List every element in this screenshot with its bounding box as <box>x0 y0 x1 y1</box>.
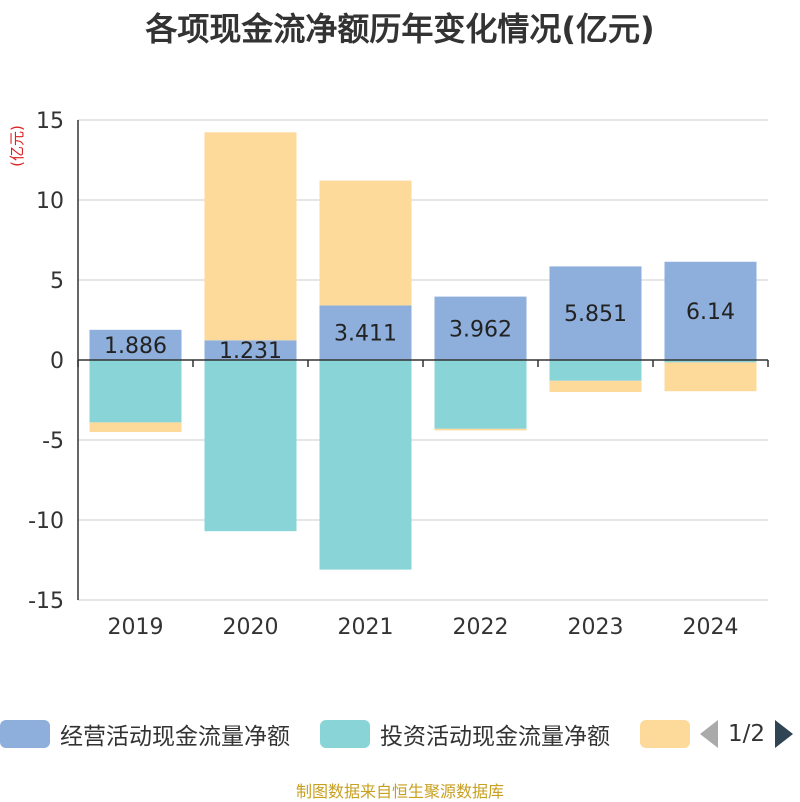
bar-operating-2023 <box>549 266 642 360</box>
bar-operating-2024 <box>664 261 757 360</box>
legend-label-investing: 投资活动现金流量净额 <box>380 724 610 750</box>
legend-pager: 1/2 <box>700 716 794 752</box>
bar-investing-2020 <box>204 360 297 532</box>
bar-financing-2020 <box>204 132 297 341</box>
y-tick-label: 15 <box>36 109 64 134</box>
legend-prev-page-icon[interactable] <box>700 720 718 748</box>
legend-label-operating: 经营活动现金流量净额 <box>60 724 290 750</box>
bar-investing-2021 <box>319 360 412 570</box>
bar-operating-2020 <box>204 340 297 360</box>
y-tick-label: 10 <box>36 189 64 214</box>
bar-operating-2022 <box>434 296 527 360</box>
data-label-2023: 5.851 <box>564 302 627 327</box>
bar-financing-2022 <box>434 428 527 431</box>
data-label-2019: 1.886 <box>104 334 167 359</box>
legend-swatch-operating <box>0 720 50 748</box>
bar-chart: 15 10 5 0 -5 -10 -15 (亿元) 1.886 1.231 3.411 3.962 5.… <box>8 109 769 640</box>
source-note: 制图数据来自恒生聚源数据库 <box>295 782 504 801</box>
chart-title: 各项现金流净额历年变化情况(亿元) <box>145 10 655 48</box>
data-label-2024: 6.14 <box>686 300 735 325</box>
legend-item-investing[interactable]: 投资活动现金流量净额 <box>320 716 610 752</box>
y-tick-label: -10 <box>28 509 64 534</box>
y-tick-label: 5 <box>50 269 64 294</box>
x-tick-label-2020: 2020 <box>223 615 279 640</box>
bar-financing-2019 <box>89 422 182 432</box>
legend: 经营活动现金流量净额 投资活动现金流量净额 1/2 <box>0 716 800 752</box>
y-tick-label: -15 <box>28 589 64 614</box>
legend-swatch-financing <box>640 720 690 748</box>
bar-investing-2023 <box>549 360 642 381</box>
legend-item-operating[interactable]: 经营活动现金流量净额 <box>0 716 290 752</box>
legend-next-page-icon[interactable] <box>775 720 794 748</box>
bar-financing-2023 <box>549 380 642 392</box>
legend-swatch-investing <box>320 720 370 748</box>
x-tick-label-2023: 2023 <box>568 615 624 640</box>
x-tick-label-2022: 2022 <box>453 615 509 640</box>
bar-investing-2019 <box>89 360 182 423</box>
x-tick-label-2021: 2021 <box>338 615 394 640</box>
data-label-2022: 3.962 <box>449 317 512 342</box>
bar-financing-2024 <box>664 362 757 392</box>
data-label-2020: 1.231 <box>219 339 282 364</box>
bar-operating-2021 <box>319 305 412 360</box>
y-tick-label: -5 <box>42 429 64 454</box>
data-label-2021: 3.411 <box>334 322 397 347</box>
legend-item-financing[interactable] <box>640 716 690 752</box>
bar-financing-2021 <box>319 180 412 306</box>
bar-investing-2022 <box>434 360 527 429</box>
y-tick-label: 0 <box>50 349 64 374</box>
legend-page-indicator: 1/2 <box>728 721 766 747</box>
x-tick-label-2019: 2019 <box>108 615 164 640</box>
y-axis-unit-label: (亿元) <box>8 125 26 167</box>
bar-operating-2019 <box>89 329 182 360</box>
x-tick-label-2024: 2024 <box>683 615 739 640</box>
bar-investing-2024 <box>664 360 757 363</box>
